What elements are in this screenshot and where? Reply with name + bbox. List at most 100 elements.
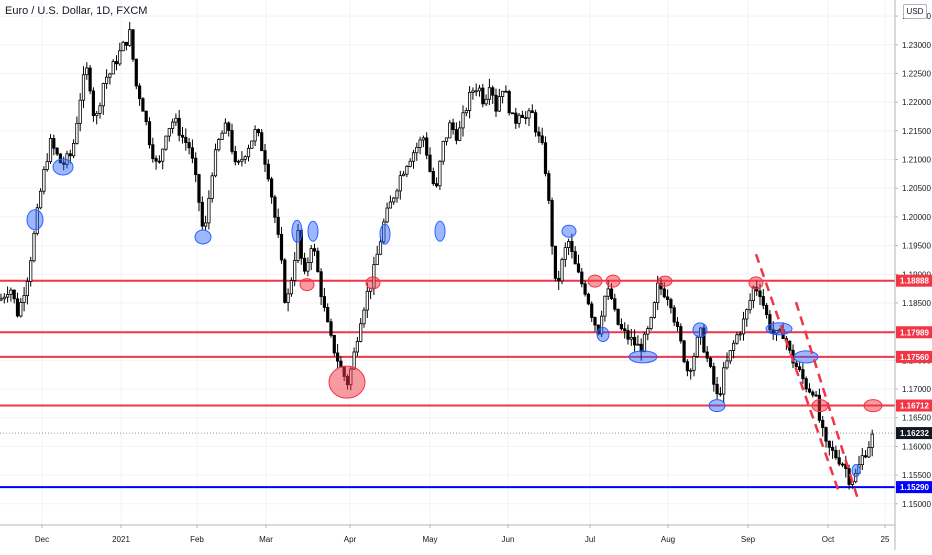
candle-body: [870, 433, 874, 448]
candle-body: [600, 315, 604, 335]
x-tick-label: 25: [881, 535, 890, 544]
candle-body: [48, 138, 53, 163]
horizontal-levels: [0, 279, 895, 489]
level-price-tag: [896, 274, 932, 287]
candle-body: [309, 248, 313, 263]
candle-body: [864, 455, 868, 458]
candle-body: [263, 150, 267, 165]
candle-body: [606, 288, 610, 297]
candle-body: [210, 175, 214, 199]
last-price-tag: [896, 427, 932, 440]
last-price-label: 1.16232: [900, 429, 929, 438]
candle-body: [570, 240, 574, 252]
candle-body: [827, 440, 831, 448]
level-price-label: 1.16712: [900, 402, 929, 411]
candle-body: [778, 329, 782, 332]
highlight-ellipse: [628, 350, 658, 364]
candle-body: [269, 178, 274, 198]
y-tick-label: 1.17000: [902, 385, 931, 394]
candle-body: [408, 160, 412, 167]
candle-body: [401, 173, 406, 177]
highlight-ellipse: [434, 220, 446, 242]
candle-body: [62, 162, 66, 165]
x-tick-label: Jul: [585, 535, 595, 544]
candle-body: [365, 290, 369, 311]
candle-body: [227, 122, 231, 131]
candle-body: [411, 152, 416, 162]
candle-body: [471, 90, 475, 93]
candle-body: [95, 113, 99, 116]
candle-body: [246, 147, 251, 158]
candle-body: [184, 136, 188, 143]
highlight-ellipse: [793, 350, 819, 364]
x-tick-label: Feb: [190, 535, 204, 544]
candle-body: [316, 250, 320, 273]
highlight-ellipse: [851, 463, 861, 477]
candle-body: [81, 74, 86, 101]
candle-body: [484, 98, 488, 105]
candle-body: [39, 190, 43, 209]
highlight-ellipse: [291, 219, 303, 243]
candle-body: [682, 340, 686, 363]
candle-body: [207, 197, 211, 224]
level-price-tag: [896, 481, 932, 494]
candle-body: [170, 121, 175, 129]
highlight-ellipse: [307, 220, 319, 242]
currency-button[interactable]: USD: [903, 4, 927, 19]
candle-body: [52, 138, 56, 149]
candle-body: [567, 240, 571, 248]
candle-body: [494, 94, 498, 112]
trend-dashed-line: [754, 253, 840, 490]
candle-body: [629, 336, 633, 340]
candle-body: [359, 323, 363, 342]
candle-body: [633, 336, 637, 346]
candle-body: [626, 330, 630, 340]
candle-body: [322, 296, 327, 308]
candle-body: [715, 383, 719, 395]
candle-body: [230, 130, 234, 152]
candle-body: [732, 342, 736, 351]
candle-body: [111, 61, 115, 75]
candle-body: [642, 333, 647, 353]
level-price-tag: [896, 399, 932, 412]
candle-body: [692, 356, 696, 371]
candle-body: [194, 157, 198, 175]
candle-body: [6, 294, 10, 298]
candle-body: [98, 105, 102, 114]
candle-body: [276, 216, 280, 235]
candle-body: [9, 289, 13, 295]
candle-body: [180, 134, 185, 138]
candle-body: [510, 112, 515, 115]
candle-body: [837, 457, 841, 465]
candle-body: [250, 140, 254, 149]
candle-body: [421, 137, 426, 141]
candle-body: [12, 289, 16, 300]
x-tick-label: Dec: [35, 535, 49, 544]
candle-body: [253, 129, 257, 142]
candle-body: [821, 419, 825, 429]
candle-body: [619, 323, 624, 330]
y-tick-label: 1.20000: [902, 213, 931, 222]
candle-body: [831, 446, 835, 451]
candle-body: [613, 298, 617, 310]
level-price-tag: [896, 326, 932, 339]
candle-body: [514, 112, 518, 124]
drawings-layer: [26, 158, 883, 500]
candle-body: [520, 114, 525, 119]
highlight-ellipse: [748, 276, 764, 290]
y-tick-label: 1.23000: [902, 41, 931, 50]
candle-body: [42, 169, 46, 192]
level-price-label: 1.18888: [900, 277, 929, 286]
candle-body: [22, 295, 26, 303]
level-price-label: 1.17560: [900, 353, 929, 362]
candle-body: [273, 196, 277, 218]
y-tick-label: 1.16000: [902, 442, 931, 451]
candle-body: [636, 343, 640, 346]
candle-body: [35, 207, 39, 234]
candle-body: [451, 122, 455, 130]
candle-body: [121, 41, 125, 52]
highlight-ellipse: [692, 322, 708, 338]
